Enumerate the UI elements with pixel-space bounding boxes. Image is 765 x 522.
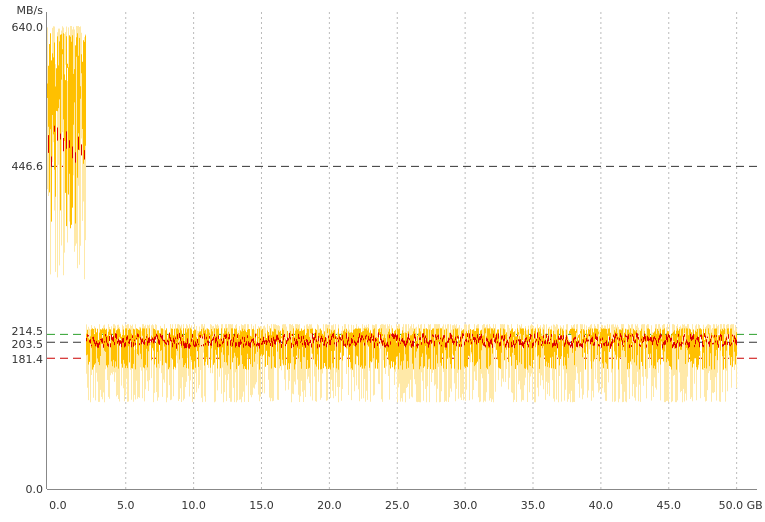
x-tick-labels: 0.0 5.0 10.0 15.0 20.0 25.0 30.0 35.0 40.0 45.0 50…	[49, 499, 763, 512]
x-tick-label-8: 40.0	[589, 499, 614, 512]
x-tick-label-6: 30.0	[453, 499, 478, 512]
x-tick-label-4: 20.0	[317, 499, 342, 512]
x-tick-label-2: 10.0	[181, 499, 206, 512]
y-tick-label-0: 640.0	[12, 21, 44, 34]
y-tick-label-4: 181.4	[12, 353, 44, 366]
average-segment-0	[48, 125, 85, 167]
vertical-gridlines	[125, 12, 738, 489]
series-smoothed	[47, 33, 737, 370]
y-tick-label-3: 203.5	[12, 338, 44, 351]
x-tick-label-10: 50.0 GB	[719, 499, 763, 512]
smoothed-segment-0	[47, 33, 86, 229]
series-average	[48, 125, 737, 349]
x-tick-label-7: 35.0	[521, 499, 546, 512]
y-tick-label-2: 214.5	[12, 325, 44, 338]
y-axis-unit-label: MB/s	[17, 4, 44, 17]
average-segment-1	[86, 332, 737, 349]
x-tick-label-1: 5.0	[117, 499, 135, 512]
x-tick-label-9: 45.0	[657, 499, 682, 512]
y-tick-label-5: 0.0	[26, 483, 44, 496]
x-tick-label-3: 15.0	[249, 499, 274, 512]
y-tick-label-1: 446.6	[12, 160, 44, 173]
x-tick-label-0: 0.0	[49, 499, 67, 512]
x-tick-label-5: 25.0	[385, 499, 410, 512]
